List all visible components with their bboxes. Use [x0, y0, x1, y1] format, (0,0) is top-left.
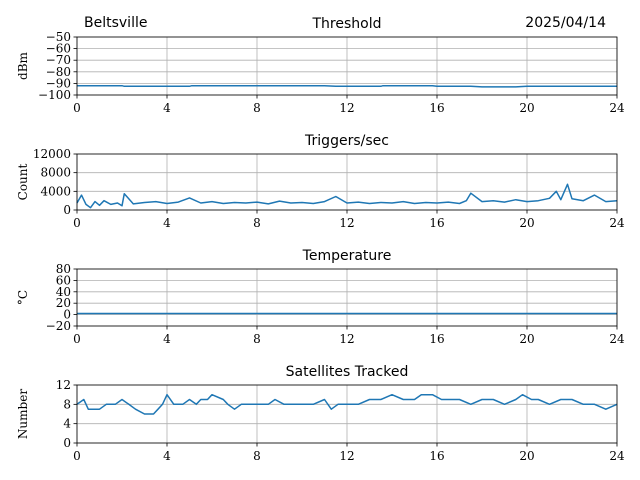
x-tick-label: 24: [609, 449, 625, 463]
x-tick-label: 0: [73, 449, 81, 463]
y-tick-label: −80: [46, 65, 71, 79]
chart-title: Satellites Tracked: [286, 364, 409, 380]
x-tick-label: 20: [519, 332, 534, 346]
data-series-line: [77, 84, 617, 88]
y-tick-label: 40: [56, 285, 71, 299]
chart-panel-4: 0 4 8 12 16 20 24 0 4 8 12 Satellites Tracked Number: [16, 364, 625, 463]
x-tick-label: 0: [73, 101, 81, 115]
x-tick-label: 8: [253, 332, 261, 346]
x-tick-label: 4: [163, 216, 171, 230]
x-tick-label: 12: [339, 449, 354, 463]
data-series-line: [76, 183, 618, 209]
y-tick-label: 0: [63, 203, 71, 217]
y-tick-label: 80: [56, 262, 71, 276]
x-tick-label: 20: [519, 101, 534, 115]
x-tick-label: 24: [609, 216, 625, 230]
x-tick-label: 24: [609, 101, 625, 115]
chart-panels: 0 4 8 12 16 20 24 −100−90−80−70−60−50 Threshold d…: [16, 16, 625, 463]
y-axis-label: Number: [16, 389, 30, 439]
y-axis-label: dBm: [16, 51, 30, 80]
y-tick-label: −20: [46, 319, 71, 333]
chart-title: Triggers/sec: [304, 133, 389, 149]
chart-title: Threshold: [312, 16, 382, 32]
x-tick-label: 0: [73, 216, 81, 230]
y-tick-label: 0: [63, 436, 71, 450]
x-tick-label: 0: [73, 332, 81, 346]
y-tick-label: −50: [46, 30, 71, 44]
y-tick-label: −90: [46, 76, 71, 90]
chart-panel-2: 0 4 8 12 16 20 24 0 4000 8000 12000 Triggers/sec Cou…: [16, 133, 625, 230]
x-tick-label: 12: [339, 101, 354, 115]
x-tick-label: 16: [429, 101, 444, 115]
y-tick-label: −70: [46, 53, 71, 67]
y-axis-label: Count: [16, 163, 30, 200]
x-tick-label: 4: [163, 101, 171, 115]
y-tick-label: 60: [56, 273, 71, 287]
y-tick-label: 20: [56, 296, 71, 310]
chart-title: Temperature: [302, 248, 392, 264]
y-tick-label: −100: [38, 88, 71, 102]
y-axis-label: °C: [16, 290, 30, 305]
x-tick-label: 12: [339, 216, 354, 230]
y-tick-label: 4: [63, 417, 71, 431]
y-tick-label: 12: [56, 378, 71, 392]
y-tick-label: 8000: [40, 166, 71, 180]
x-tick-label: 16: [429, 449, 444, 463]
x-tick-label: 20: [519, 216, 534, 230]
x-tick-label: 16: [429, 216, 444, 230]
y-tick-label: −60: [46, 42, 71, 56]
data-series-line: [76, 393, 618, 415]
y-tick-label: 8: [63, 397, 71, 411]
x-tick-label: 20: [519, 449, 534, 463]
y-tick-label: 12000: [33, 147, 71, 161]
x-tick-label: 24: [609, 332, 625, 346]
x-tick-label: 4: [163, 332, 171, 346]
x-tick-label: 8: [253, 449, 261, 463]
site-name: Beltsville: [84, 15, 147, 31]
y-tick-label: 4000: [40, 184, 71, 198]
x-tick-label: 12: [339, 332, 354, 346]
chart-panel-1: 0 4 8 12 16 20 24 −100−90−80−70−60−50 Threshold d…: [16, 16, 625, 115]
x-tick-label: 8: [253, 216, 261, 230]
y-tick-label: 0: [63, 308, 71, 322]
x-tick-label: 16: [429, 332, 444, 346]
report-date: 2025/04/14: [525, 15, 606, 31]
x-tick-label: 4: [163, 449, 171, 463]
x-tick-label: 8: [253, 101, 261, 115]
